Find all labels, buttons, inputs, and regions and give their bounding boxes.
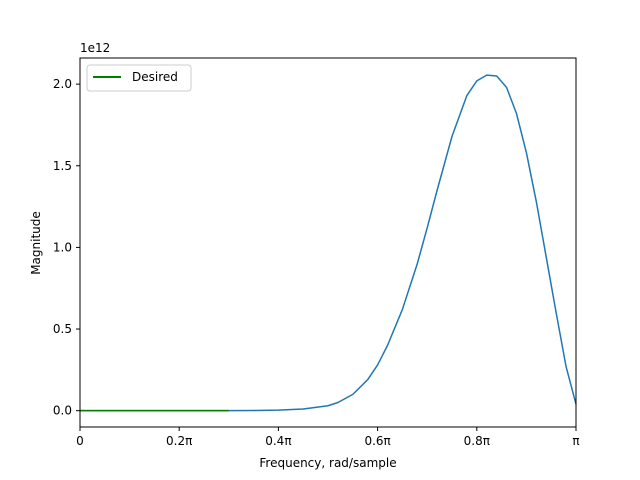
x-tick-label: 0.6π <box>364 434 390 448</box>
x-tick-label: π <box>572 434 579 448</box>
legend: Desired <box>86 64 192 92</box>
x-ticks: 0 0.2π 0.4π 0.6π 0.8π π <box>76 427 580 448</box>
x-tick-label: 0.2π <box>166 434 192 448</box>
y-axis-label: Magnitude <box>29 211 43 275</box>
x-tick-label: 0 <box>76 434 84 448</box>
x-tick-label: 0.8π <box>464 434 490 448</box>
y-tick-label: 0.5 <box>53 322 72 336</box>
axes-frame <box>79 57 577 428</box>
y-offset-label: 1e12 <box>80 41 110 55</box>
series-line-response <box>80 74 577 412</box>
x-axis-label: Frequency, rad/sample <box>259 456 396 470</box>
y-tick-label: 2.0 <box>53 77 72 91</box>
legend-label-desired: Desired <box>132 70 178 84</box>
y-tick-label: 1.0 <box>53 240 72 254</box>
x-tick-label: 0.4π <box>265 434 291 448</box>
y-tick-label: 0.0 <box>53 404 72 418</box>
y-tick-label: 1.5 <box>53 159 72 173</box>
legend-box <box>86 64 192 92</box>
plot-series <box>80 74 577 412</box>
y-ticks: 0.0 0.5 1.0 1.5 2.0 <box>53 77 80 418</box>
